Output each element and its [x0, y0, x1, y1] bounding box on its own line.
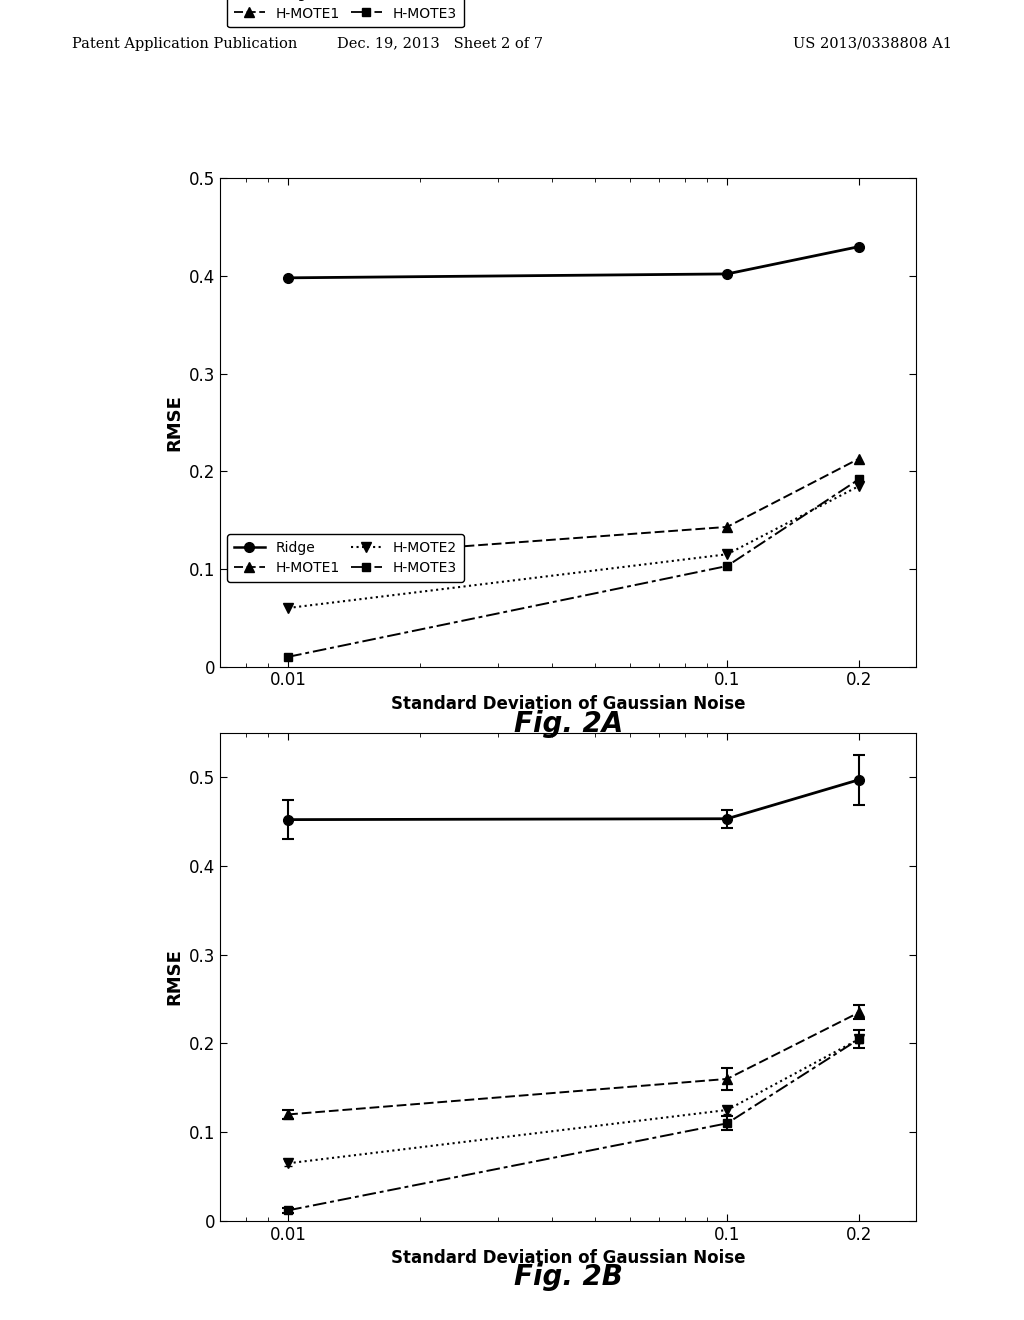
Text: Fig. 2A: Fig. 2A — [514, 710, 623, 738]
Legend: Ridge, H-MOTE1, H-MOTE2, H-MOTE3: Ridge, H-MOTE1, H-MOTE2, H-MOTE3 — [227, 0, 464, 28]
Y-axis label: RMSE: RMSE — [165, 948, 183, 1006]
X-axis label: Standard Deviation of Gaussian Noise: Standard Deviation of Gaussian Noise — [391, 1250, 745, 1267]
X-axis label: Standard Deviation of Gaussian Noise: Standard Deviation of Gaussian Noise — [391, 696, 745, 713]
Text: Patent Application Publication: Patent Application Publication — [72, 37, 297, 50]
Legend: Ridge, H-MOTE1, H-MOTE2, H-MOTE3: Ridge, H-MOTE1, H-MOTE2, H-MOTE3 — [227, 535, 464, 582]
Text: US 2013/0338808 A1: US 2013/0338808 A1 — [794, 37, 952, 50]
Text: Fig. 2B: Fig. 2B — [514, 1263, 623, 1291]
Text: Dec. 19, 2013   Sheet 2 of 7: Dec. 19, 2013 Sheet 2 of 7 — [337, 37, 544, 50]
Y-axis label: RMSE: RMSE — [165, 393, 183, 451]
